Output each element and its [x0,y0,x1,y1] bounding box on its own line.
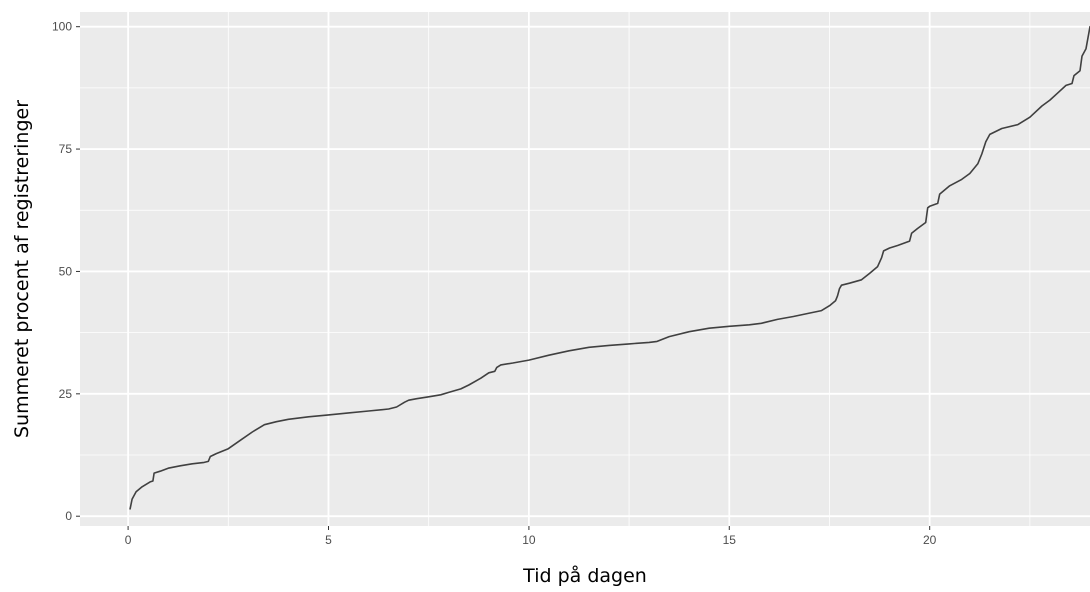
x-axis-title: Tid på dagen [522,564,647,587]
plot-panel [80,12,1090,526]
y-tick-label: 0 [65,509,72,523]
y-axis-title: Summeret procent af registreringer [11,100,33,438]
y-axis: 0 25 50 75 100 [52,20,80,524]
y-tick-label: 75 [59,142,73,156]
y-tick-label: 50 [59,264,73,278]
x-tick-label: 10 [522,533,536,547]
x-axis: 0 5 10 15 20 [125,526,937,547]
x-tick-label: 5 [325,533,332,547]
x-tick-label: 20 [923,533,937,547]
y-tick-label: 25 [59,387,73,401]
y-tick-label: 100 [52,20,72,34]
x-tick-label: 0 [125,533,132,547]
x-tick-label: 15 [723,533,737,547]
